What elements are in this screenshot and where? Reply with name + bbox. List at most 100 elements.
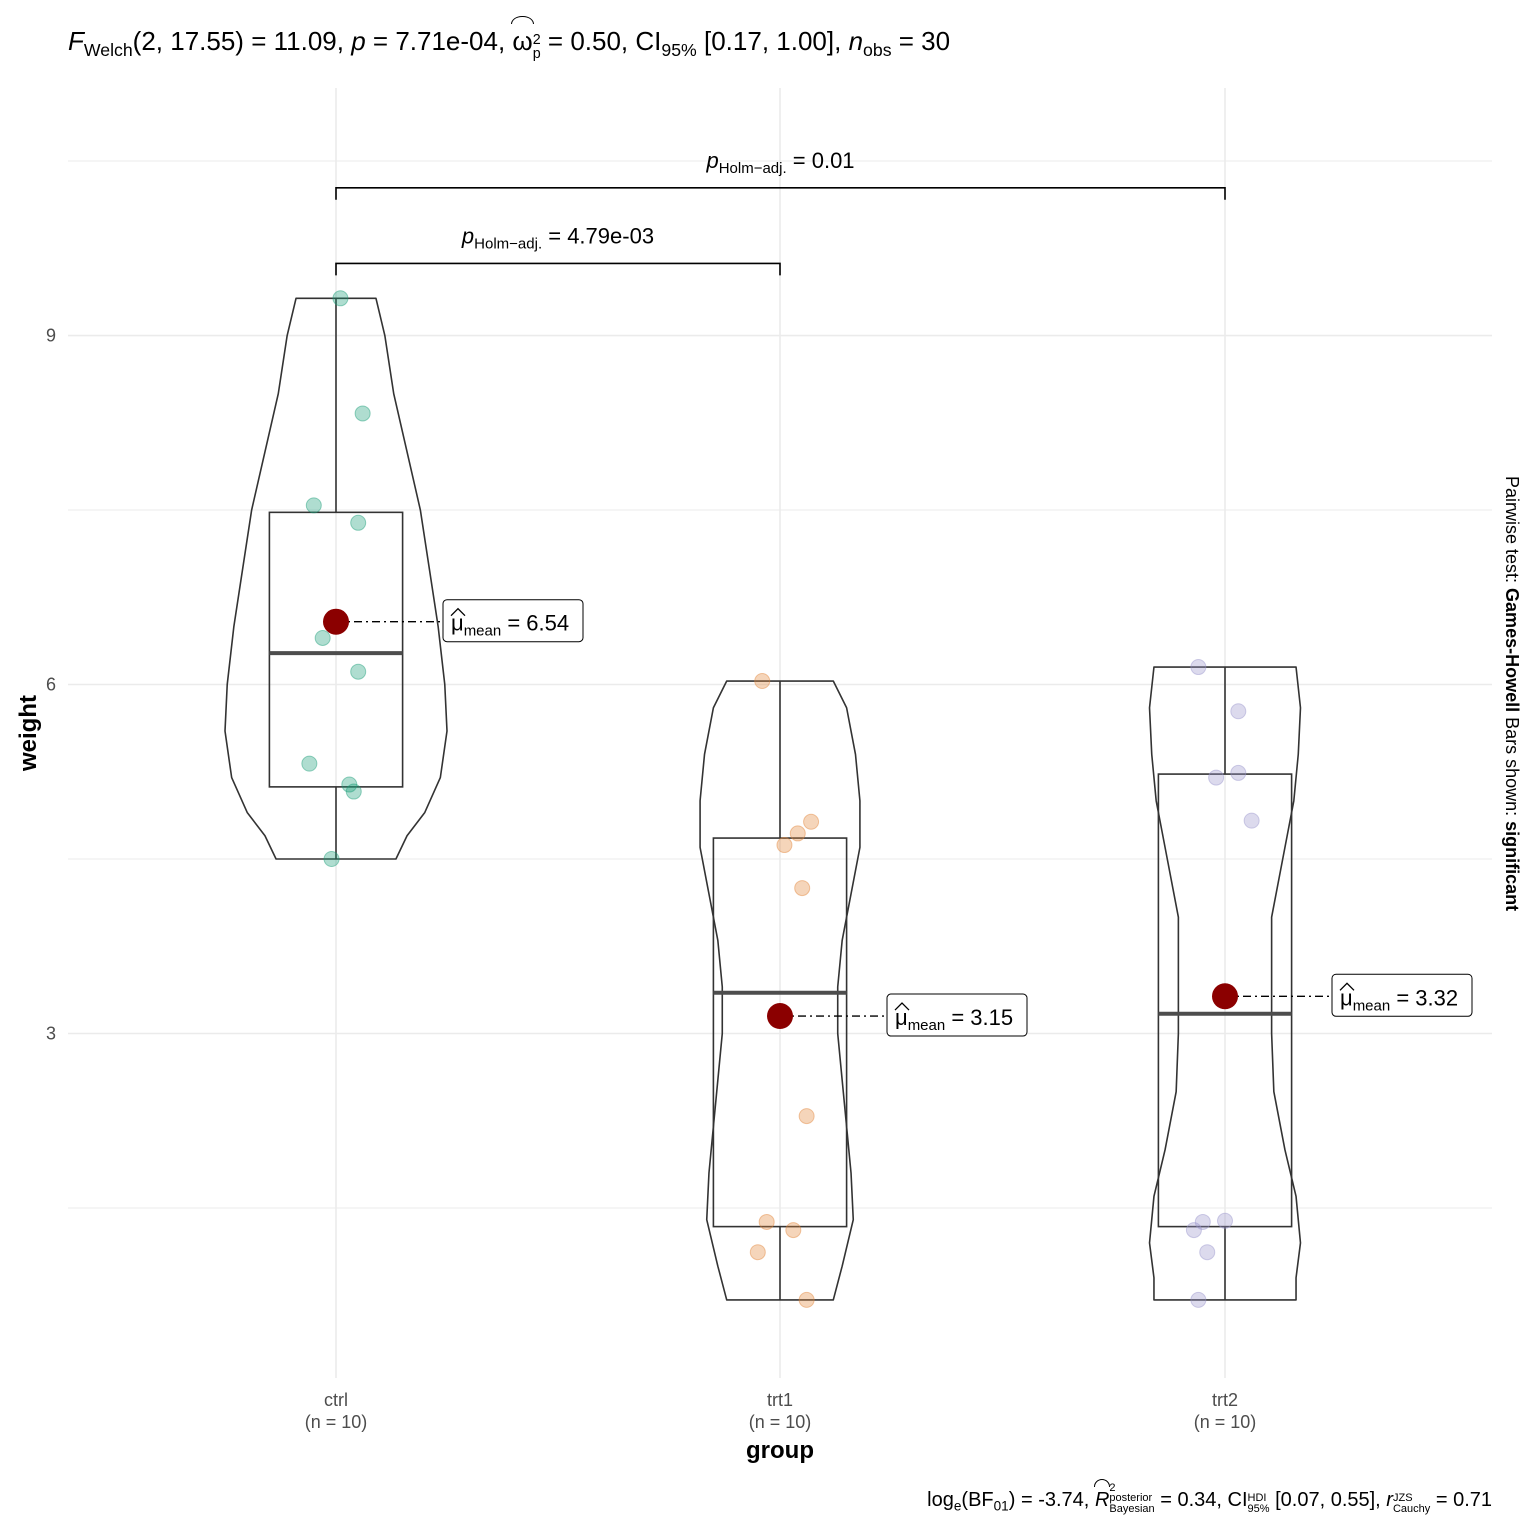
title-n-sub: obs	[863, 40, 892, 61]
title-df: (2, 17.55)	[132, 26, 244, 56]
x-tick-label: ctrl	[324, 1390, 348, 1410]
mean-label-box-trt2	[1331, 973, 1473, 1017]
violin-trt1	[699, 680, 861, 1301]
x-tick-count: (n = 10)	[749, 1412, 812, 1432]
x-tick-count: (n = 10)	[1194, 1412, 1257, 1432]
title-ci-symbol: CI	[635, 26, 662, 56]
significance-bracket	[335, 186, 1226, 200]
mean-point-trt1	[767, 1003, 793, 1030]
pairwise-side-label: Pairwise test: Games-Howell Bars shown: …	[1502, 476, 1522, 911]
data-point-trt1	[803, 813, 820, 830]
title-f-symbol: F	[68, 26, 84, 56]
caption-r2-symbol: R	[1093, 1478, 1111, 1511]
data-point-ctrl	[345, 783, 362, 800]
caption-ci-symbol: CI	[1227, 1488, 1248, 1511]
data-point-trt1	[789, 825, 806, 842]
data-point-trt1	[794, 880, 811, 897]
data-point-ctrl	[323, 851, 340, 868]
mean-label-hat-trt1	[894, 1002, 910, 1011]
svg-text:Pairwise test: Games-Howell Ba: Pairwise test: Games-Howell Bars shown: …	[1502, 476, 1522, 911]
significance-bracket	[335, 262, 781, 276]
side-label-prefix: Pairwise test:	[1502, 476, 1522, 588]
violin-trt2	[1148, 666, 1302, 1301]
title-p-value: = 7.71e-04,	[372, 26, 506, 56]
caption-r2-value: = 0.34,	[1160, 1488, 1222, 1511]
data-point-trt2	[1199, 1244, 1216, 1261]
y-tick-label: 6	[46, 675, 56, 695]
data-point-trt2	[1190, 659, 1207, 676]
data-point-trt2	[1217, 1212, 1233, 1229]
y-tick-label: 3	[46, 1024, 56, 1044]
mean-point-ctrl	[323, 608, 349, 635]
significance-label: pHolm−adj. = 0.01	[705, 148, 854, 177]
data-point-ctrl	[332, 290, 349, 307]
side-label-shown: significant	[1502, 821, 1522, 911]
mean-label-hat-ctrl	[450, 607, 466, 617]
title-f-sub: Welch	[83, 40, 133, 61]
caption-r-scripts: JZS Cauchy	[1392, 1492, 1431, 1515]
caption-log: log	[927, 1488, 954, 1511]
data-point-trt2	[1230, 764, 1247, 781]
mean-label-box-ctrl	[442, 599, 584, 643]
data-point-ctrl	[354, 405, 371, 422]
violin-ctrl	[224, 297, 448, 860]
caption-r-value: = 0.71	[1435, 1488, 1492, 1511]
title-n-value: = 30	[898, 26, 951, 56]
mean-label-ctrl: μmean = 6.54	[451, 611, 569, 640]
data-point-ctrl	[301, 755, 318, 772]
data-point-trt1	[798, 1108, 815, 1125]
chart-title: FWelch(2, 17.55) = 11.09, p = 7.71e-04, …	[68, 16, 951, 62]
title-p-symbol: p	[351, 26, 366, 56]
data-point-trt1	[785, 1222, 802, 1239]
mean-label-trt1: μmean = 3.15	[895, 1005, 1013, 1034]
mean-label-trt2: μmean = 3.32	[1340, 985, 1458, 1014]
caption-r2-scripts: 2 posterior Bayesian	[1109, 1482, 1155, 1515]
data-point-trt1	[749, 1244, 766, 1261]
data-point-ctrl	[350, 514, 367, 531]
mean-point-trt2	[1212, 983, 1238, 1010]
data-point-trt1	[776, 837, 793, 854]
y-axis-label: weight	[15, 695, 42, 772]
data-point-trt2	[1185, 1222, 1202, 1239]
data-point-trt2	[1230, 703, 1247, 720]
box-trt1	[712, 837, 848, 1228]
title-ci-sub: 95%	[661, 40, 697, 61]
x-tick-label: trt2	[1212, 1390, 1238, 1410]
data-point-trt1	[758, 1213, 775, 1230]
data-point-trt2	[1190, 1291, 1207, 1308]
data-point-ctrl	[314, 629, 331, 646]
title-n-symbol: n	[848, 26, 864, 56]
data-point-ctrl	[305, 497, 322, 514]
caption-bf-value: = -3.74,	[1020, 1488, 1090, 1511]
significance-label: pHolm−adj. = 4.79e-03	[461, 223, 654, 252]
caption-ci-value: [0.07, 0.55],	[1275, 1488, 1381, 1511]
title-f-value: = 11.09,	[251, 26, 344, 56]
box-ctrl	[268, 511, 404, 788]
x-tick-count: (n = 10)	[305, 1412, 368, 1432]
x-axis-label: group	[746, 1437, 814, 1464]
side-label-test: Games-Howell	[1502, 588, 1522, 712]
side-label-middle: Bars shown:	[1502, 712, 1522, 821]
caption-bf-sub: 01	[993, 1498, 1009, 1514]
data-point-trt1	[798, 1291, 815, 1308]
caption-r-symbol: r	[1386, 1488, 1393, 1511]
title-ci-value: [0.17, 1.00],	[704, 26, 842, 56]
caption-ci-scripts: HDI 95%	[1247, 1492, 1270, 1515]
caption-bf-close: )	[1008, 1488, 1016, 1511]
data-point-ctrl	[350, 663, 367, 680]
mean-label-hat-trt2	[1339, 982, 1355, 991]
data-point-ctrl	[341, 776, 358, 793]
caption-bf: (BF	[961, 1488, 994, 1511]
x-tick-label: trt1	[767, 1390, 793, 1410]
data-point-trt2	[1208, 769, 1225, 786]
data-point-trt2	[1243, 812, 1260, 829]
data-point-trt1	[754, 673, 771, 690]
y-tick-label: 9	[46, 326, 56, 346]
title-omega-value: = 0.50,	[547, 26, 629, 56]
mean-label-box-trt1	[886, 993, 1028, 1037]
box-trt2	[1157, 773, 1293, 1228]
caption-log-sub: e	[953, 1498, 962, 1514]
